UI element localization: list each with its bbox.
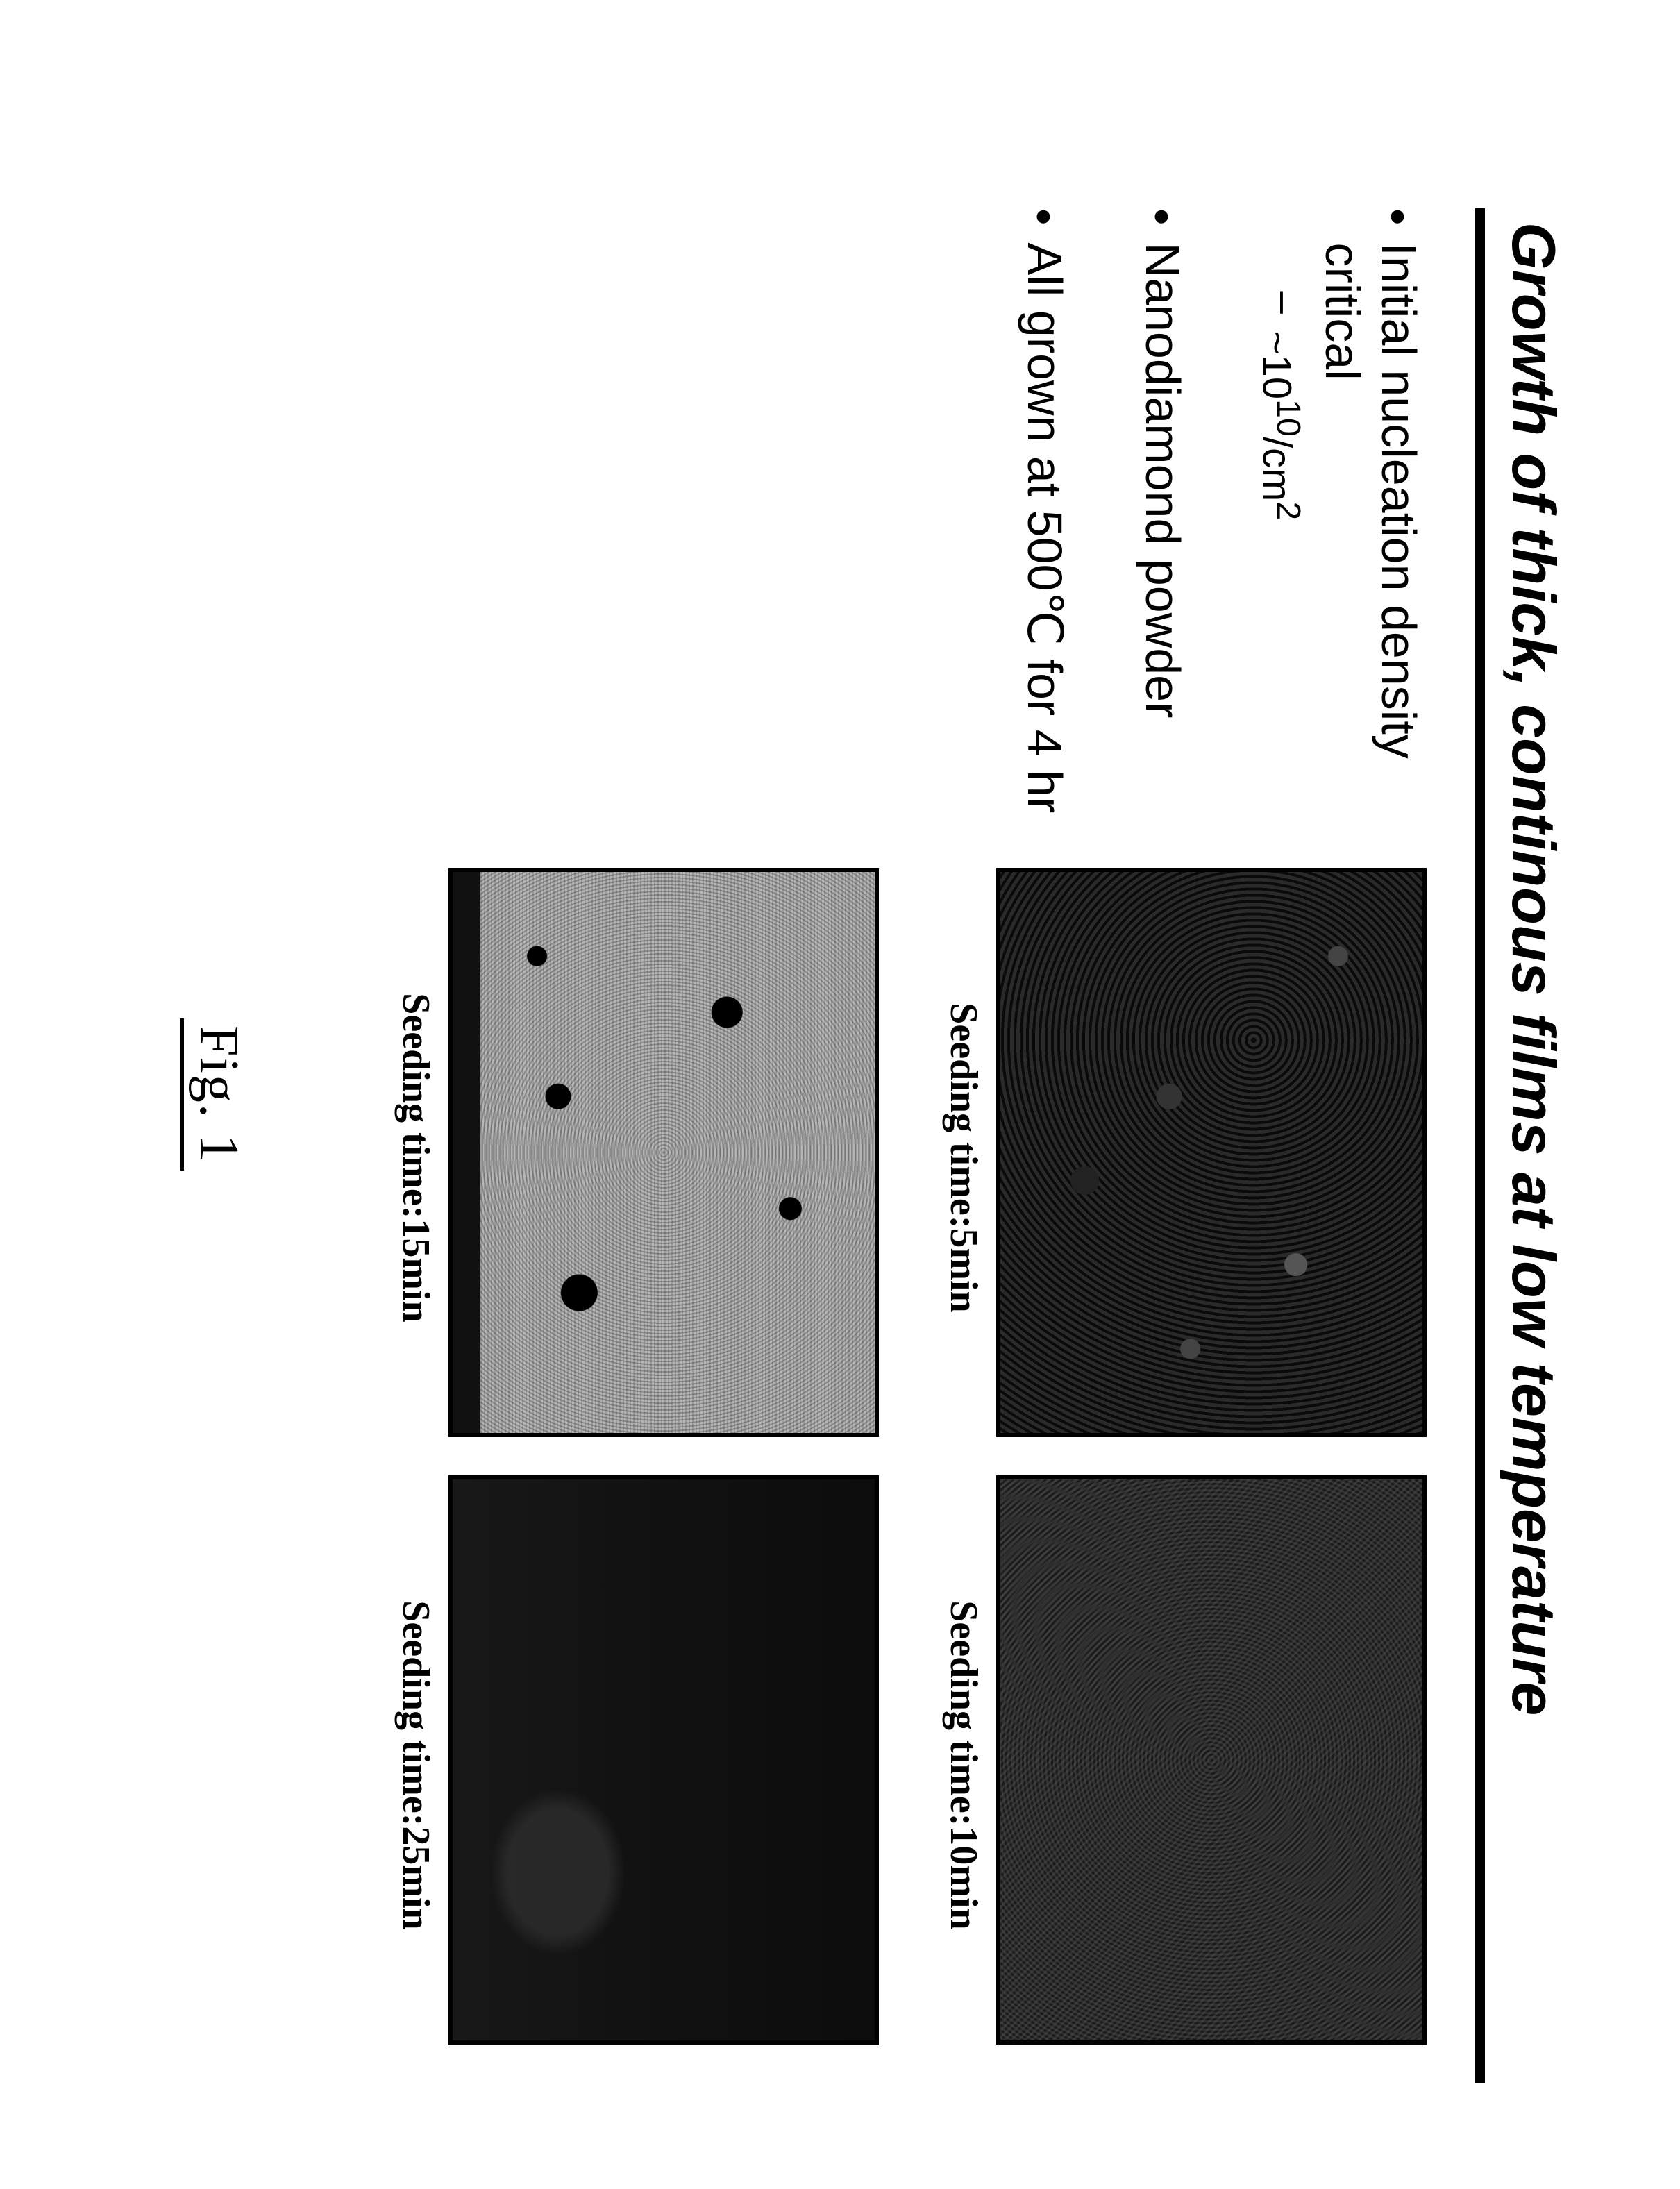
figure-number-area: Fig. 1 (180, 0, 250, 2189)
sem-panel: Seeding time:5min (941, 868, 1427, 1448)
bullet-dot-icon: • (1138, 208, 1186, 226)
sem-panel: Seeding time:15min (394, 868, 879, 1448)
sub-tail: /cm (1254, 437, 1299, 501)
sem-panel: Seeding time:10min (941, 1475, 1427, 2055)
sub-tail-exp: 2 (1270, 501, 1307, 520)
sem-caption: Seeding time:5min (941, 868, 986, 1448)
slide-content: • Initial nucleation density critical – … (394, 208, 1427, 2083)
slide-title: Growth of thick, continous films at low … (1475, 208, 1569, 2083)
sem-image-10min (996, 1475, 1427, 2045)
sem-info-bar (453, 872, 480, 1433)
bullet-text: Initial nucleation density critical (1315, 243, 1427, 847)
bullet-dot-icon: • (1020, 208, 1068, 226)
bullet-item: • All grown at 500℃ for 4 hr (1016, 208, 1073, 847)
sem-grid: Seeding time:5min Seeding time:10min See… (394, 868, 1427, 2083)
figure-number: Fig. 1 (180, 1018, 250, 1171)
sub-exp: 10 (1270, 399, 1307, 437)
sub-bullet: – ~1010/cm2 (1253, 292, 1307, 847)
sem-image-25min (448, 1475, 879, 2045)
bullet-text: Nanodiamond powder (1135, 243, 1191, 719)
sem-image-5min (996, 868, 1427, 1437)
slide-frame: Growth of thick, continous films at low … (146, 208, 1569, 2083)
sem-image-15min (448, 868, 879, 1437)
bullet-item: • Nanodiamond powder (1135, 208, 1191, 847)
dash-icon: – (1261, 292, 1308, 314)
bullet-item: • Initial nucleation density critical – … (1253, 208, 1426, 847)
sem-caption: Seeding time:10min (941, 1475, 986, 2055)
bullet-text: All grown at 500℃ for 4 hr (1016, 243, 1073, 814)
sub-bullet-value: ~1010/cm2 (1253, 331, 1307, 520)
sem-caption: Seeding time:15min (394, 868, 438, 1448)
sem-caption: Seeding time:25min (394, 1475, 438, 2055)
sub-base: ~10 (1254, 331, 1299, 399)
rotated-page: Growth of thick, continous films at low … (0, 0, 1680, 2189)
bullet-column: • Initial nucleation density critical – … (394, 208, 1427, 868)
bullet-dot-icon: • (1374, 208, 1422, 226)
sem-panel: Seeding time:25min (394, 1475, 879, 2055)
